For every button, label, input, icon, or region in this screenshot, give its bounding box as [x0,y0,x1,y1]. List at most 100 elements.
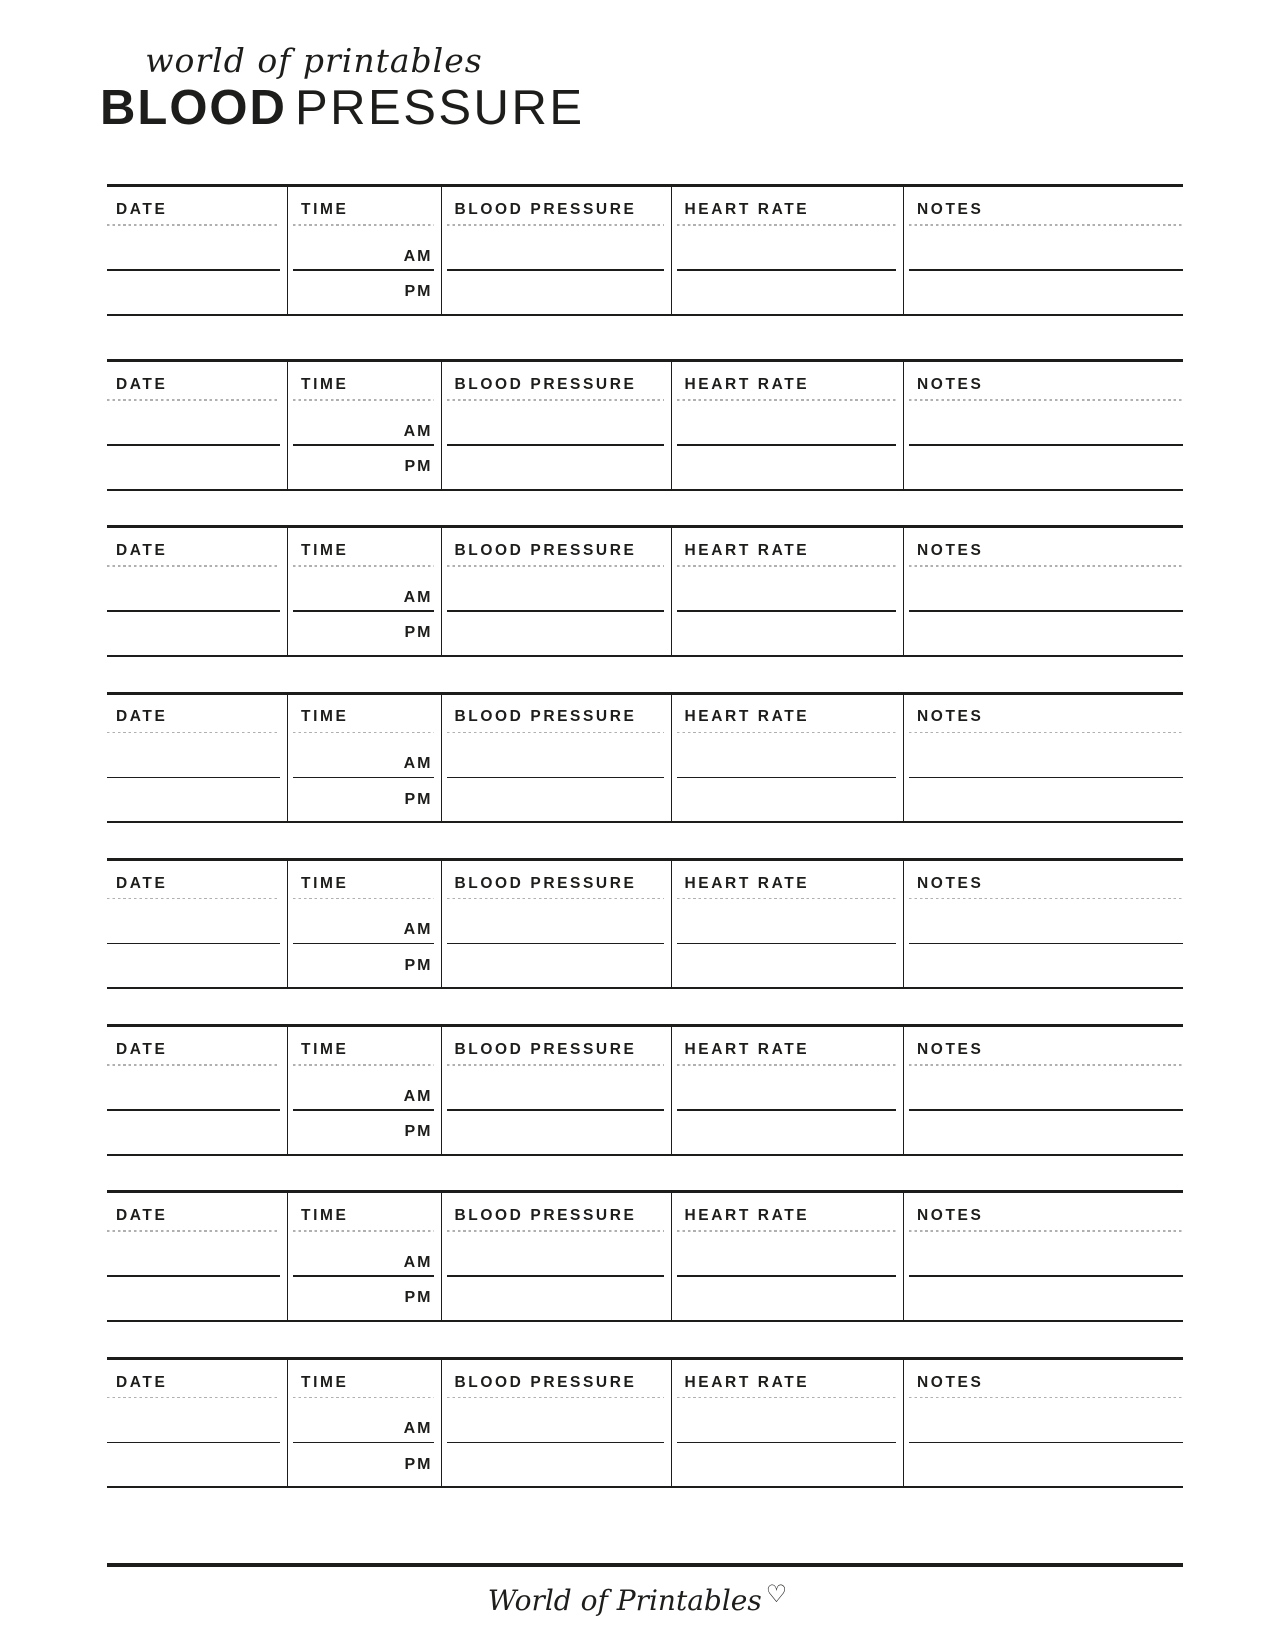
blood-pressure-entry-area [442,1277,671,1320]
am-label: AM [403,422,433,440]
date-header-row: DATE [107,861,287,900]
blood-pressure-column-header: BLOOD PRESSURE [454,1207,637,1225]
pm-label: PM [404,1289,433,1307]
blood-pressure-entry-area [442,1443,671,1486]
heart-rate-entry-line [672,401,904,446]
date-entry-area [107,1111,287,1154]
blood-pressure-entry-line [442,899,671,945]
notes-header-row: NOTES [904,1027,1183,1066]
pm-label: PM [404,283,433,300]
notes-header-row: NOTES [904,861,1183,900]
heart-rate-entry-area [672,778,904,821]
am-label: AM [403,588,433,606]
heart-rate-header-row: HEART RATE [672,362,904,401]
date-entry-line [107,401,287,446]
brand-script-header: world of printables [145,41,483,80]
heart-rate-header-row: HEART RATE [672,695,904,734]
heart-rate-column-header: HEART RATE [684,1040,810,1058]
date-header-row: DATE [107,1360,287,1399]
date-column-header: DATE [116,1373,168,1391]
notes-entry-line [904,1232,1183,1277]
notes-column: NOTES [904,1027,1183,1154]
blood-pressure-column: BLOOD PRESSURE [442,187,672,314]
heart-rate-column-header: HEART RATE [684,200,810,218]
notes-column-header: NOTES [917,708,984,726]
heart-rate-entry-area [672,944,904,987]
heart-rate-column: HEART RATE [672,362,904,489]
heart-rate-column: HEART RATE [672,694,904,822]
date-column: DATE [107,1027,288,1154]
heart-rate-column: HEART RATE [672,187,904,314]
time-am-row: AM [288,1232,441,1277]
blood-pressure-header-row: BLOOD PRESSURE [442,1027,671,1066]
blood-pressure-entry-line [442,567,671,612]
date-header-row: DATE [107,362,287,401]
date-column-header: DATE [116,708,168,726]
am-label: AM [403,1253,433,1271]
heart-rate-column-header: HEART RATE [684,375,810,393]
time-column: TIME AM PM [288,1359,442,1487]
pm-label: PM [404,1123,433,1141]
time-column-header: TIME [301,200,349,218]
time-am-row: AM [288,567,441,612]
pm-label: PM [404,790,433,808]
title-word-pressure: PRESSURE [294,80,585,135]
notes-entry-area [904,1111,1183,1154]
date-column: DATE [107,860,288,988]
blood-pressure-entry-area [442,1111,671,1154]
bp-log-section: DATE TIME AM PM BLOOD PRESSURE H [107,1356,1183,1489]
time-pm-row: PM [288,271,441,314]
heart-rate-column-header: HEART RATE [684,1207,810,1225]
blood-pressure-column-header: BLOOD PRESSURE [454,200,637,218]
heart-rate-entry-line [672,1066,904,1111]
notes-header-row: NOTES [904,1360,1183,1399]
heart-rate-header-row: HEART RATE [672,1360,904,1399]
heart-rate-column: HEART RATE [672,1359,904,1487]
blood-pressure-column: BLOOD PRESSURE [442,1359,672,1487]
date-column: DATE [107,528,288,655]
date-header-row: DATE [107,695,287,734]
heart-rate-header-row: HEART RATE [672,528,904,567]
date-header-row: DATE [107,1193,287,1232]
notes-entry-line [904,1066,1183,1111]
date-column-header: DATE [116,874,168,892]
heart-rate-column: HEART RATE [672,528,904,655]
time-header-row: TIME [288,362,441,401]
notes-column: NOTES [904,1360,1183,1487]
time-am-row: AM [288,1398,441,1444]
time-pm-row: PM [288,1277,441,1320]
notes-column-header: NOTES [917,200,984,218]
heart-rate-header-row: HEART RATE [672,1193,904,1232]
blood-pressure-entry-line [442,401,671,446]
notes-entry-line [904,733,1183,779]
time-header-row: TIME [288,528,441,567]
blood-pressure-header-row: BLOOD PRESSURE [442,695,671,734]
notes-column: NOTES [904,362,1183,489]
notes-entry-area [904,446,1183,489]
time-pm-row: PM [288,612,441,655]
document-header: world of printables BLOOD PRESSURE [100,40,582,133]
log-sections: DATE TIME AM PM BLOOD PRESSURE H [107,184,1183,1523]
blood-pressure-entry-area [442,944,671,987]
bp-log-section: DATE TIME AM PM BLOOD PRESSURE H [107,525,1183,657]
notes-column-header: NOTES [917,1040,984,1058]
heart-rate-header-row: HEART RATE [672,1027,904,1066]
date-entry-area [107,944,287,987]
notes-column-header: NOTES [917,375,984,393]
notes-column: NOTES [904,528,1183,655]
heart-rate-column-header: HEART RATE [684,1373,810,1391]
pm-label: PM [404,624,433,642]
time-column-header: TIME [301,1207,349,1225]
date-entry-area [107,1443,287,1486]
blood-pressure-entry-area [442,271,671,314]
heart-rate-column-header: HEART RATE [684,708,810,726]
time-column: TIME AM PM [288,528,442,655]
blood-pressure-entry-area [442,778,671,821]
time-column-header: TIME [301,1040,349,1058]
blood-pressure-column-header: BLOOD PRESSURE [454,874,637,892]
time-column: TIME AM PM [288,1193,442,1320]
notes-column-header: NOTES [917,1373,984,1391]
blood-pressure-entry-area [442,446,671,489]
time-pm-row: PM [288,1443,441,1486]
date-column-header: DATE [116,1040,168,1058]
